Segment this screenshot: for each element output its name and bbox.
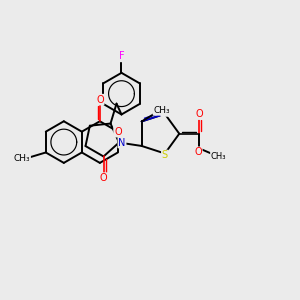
Text: O: O <box>100 173 107 183</box>
Text: O: O <box>194 147 202 157</box>
Text: F: F <box>119 51 124 62</box>
Text: O: O <box>114 127 122 137</box>
Text: N: N <box>118 137 126 148</box>
Text: O: O <box>96 94 104 105</box>
Text: O: O <box>195 109 203 119</box>
Text: N: N <box>161 106 169 116</box>
Text: CH₃: CH₃ <box>153 106 170 115</box>
Text: CH₃: CH₃ <box>14 154 30 163</box>
Text: CH₃: CH₃ <box>211 152 226 161</box>
Text: S: S <box>162 151 168 160</box>
